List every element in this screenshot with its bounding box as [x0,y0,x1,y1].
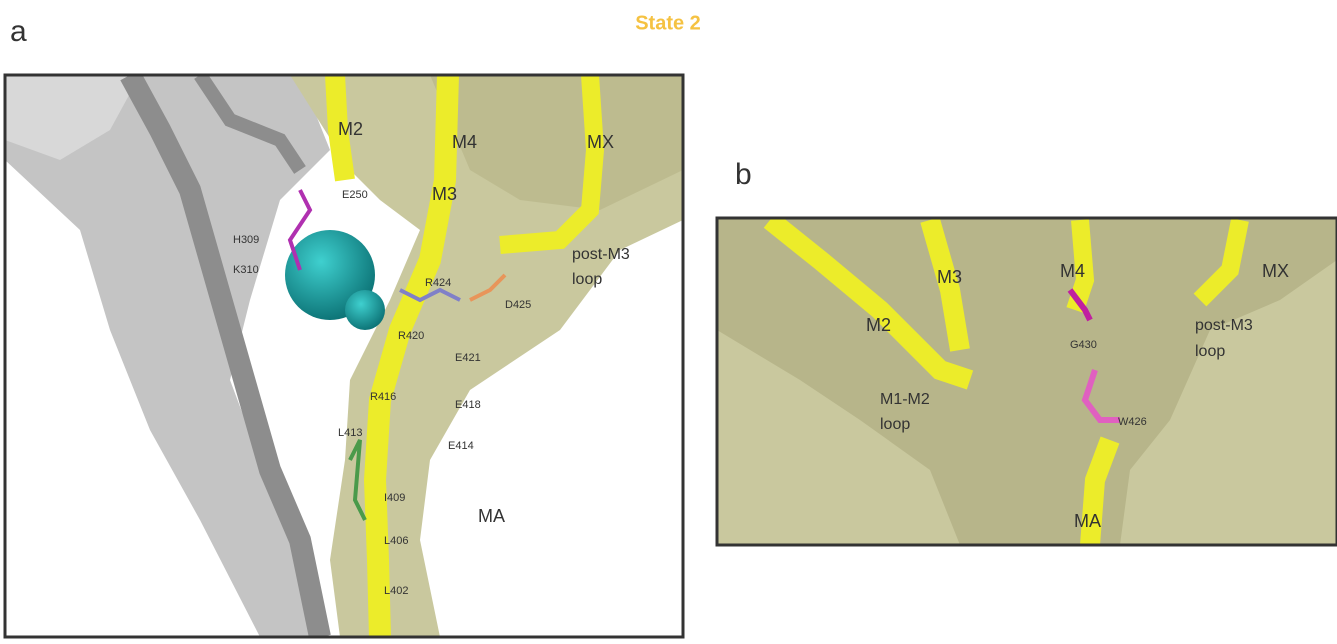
structure-label: R424 [425,277,451,289]
panel-letter: b [735,158,752,191]
structure-label: R420 [398,330,424,342]
structure-label: post-M3 [1195,317,1253,334]
structure-label: L406 [384,535,408,547]
structure-label: R416 [370,391,396,403]
structure-label: MX [1262,261,1289,281]
structure-label: M3 [937,267,962,287]
structure-label: K310 [233,264,259,276]
structure-label: M3 [432,184,457,204]
panel-b-image [717,218,1337,545]
structure-label: M4 [452,132,477,152]
structure-label: post-M3 [572,246,630,263]
structure-label: loop [1195,343,1225,360]
structure-label: E414 [448,440,474,452]
structure-label: M2 [338,119,363,139]
structure-label: L402 [384,585,408,597]
structure-label: M2 [866,315,891,335]
structure-label: E418 [455,399,481,411]
structure-label: G430 [1070,339,1097,351]
page: a State 2 b M2 M4 MX M3 E250 H309 K310 R424 post… [0,0,1337,639]
structure-label: MA [478,506,505,526]
structure-label: loop [880,416,910,433]
figure: a State 2 b M2 M4 MX M3 E250 H309 K310 R424 post… [0,0,1337,639]
structure-label: MX [587,132,614,152]
figure-title: State 2 [635,12,701,34]
structure-label: E421 [455,352,481,364]
structure-label: H309 [233,234,259,246]
panel-letter: a [10,15,27,48]
structure-label: M1-M2 [880,391,930,408]
structure-label: loop [572,271,602,288]
structure-label: M4 [1060,261,1085,281]
structure-label: I409 [384,492,405,504]
structure-label: E250 [342,189,368,201]
structure-label: D425 [505,299,531,311]
structure-label: MA [1074,511,1101,531]
structure-label: W426 [1118,416,1147,428]
panel-a-image [5,75,683,637]
structure-label: L413 [338,427,362,439]
